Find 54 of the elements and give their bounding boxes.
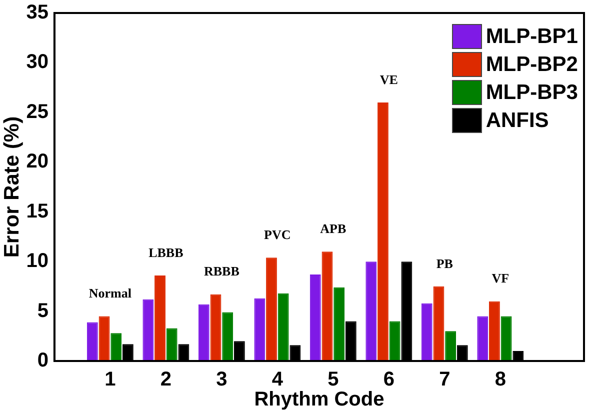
bar [278,293,289,361]
bar [378,102,388,361]
x-tick-label: 3 [216,368,228,391]
annotation: PVC [264,226,291,242]
x-tick-label: 4 [272,368,284,391]
bar [322,252,333,361]
y-tick-label: 10 [26,250,48,272]
bar [445,331,456,361]
bar [366,262,377,361]
y-tick-label: 20 [26,150,48,173]
bar [210,294,222,361]
y-tick-label: 30 [26,51,48,74]
bar [98,316,110,361]
bar [334,287,345,361]
bar [500,316,512,361]
annotation: VF [492,270,510,286]
x-tick-label: 8 [494,368,506,391]
y-tick-label: 15 [26,200,48,222]
bar [433,286,444,361]
legend-label: MLP-BP3 [486,80,578,104]
y-axis-title: Error Rate (%) [0,116,24,258]
y-tick-label: 35 [26,2,48,24]
annotation: PB [436,256,454,271]
bar [198,304,210,361]
bar [421,303,432,361]
annotation: Normal [88,286,132,301]
y-tick-label: 0 [37,350,48,372]
annotation: VE [380,72,398,87]
bar [166,328,178,361]
bar [266,258,277,361]
bar [154,275,166,361]
bar [222,312,234,361]
bar [489,301,500,361]
y-tick-label: 25 [26,100,48,123]
annotation: RBBB [204,264,240,279]
bar [389,321,400,361]
x-tick-label: 5 [328,368,339,391]
x-tick-label: 7 [439,368,450,391]
bar [477,316,488,361]
legend-label: MLP-BP2 [486,52,578,76]
x-tick-label: 6 [383,368,394,391]
annotation: APB [320,220,346,236]
bar [310,274,321,361]
x-axis-title: Rhythm Code [254,388,384,411]
x-tick-label: 1 [104,368,116,391]
bar [142,299,154,361]
legend-label: ANFIS [486,108,549,132]
x-tick-label: 2 [160,368,172,391]
bar [86,322,98,361]
legend-label: MLP-BP1 [486,24,578,48]
annotation: LBBB [148,244,184,260]
y-tick-label: 5 [37,300,48,322]
bar [254,298,266,361]
bar [110,333,122,361]
